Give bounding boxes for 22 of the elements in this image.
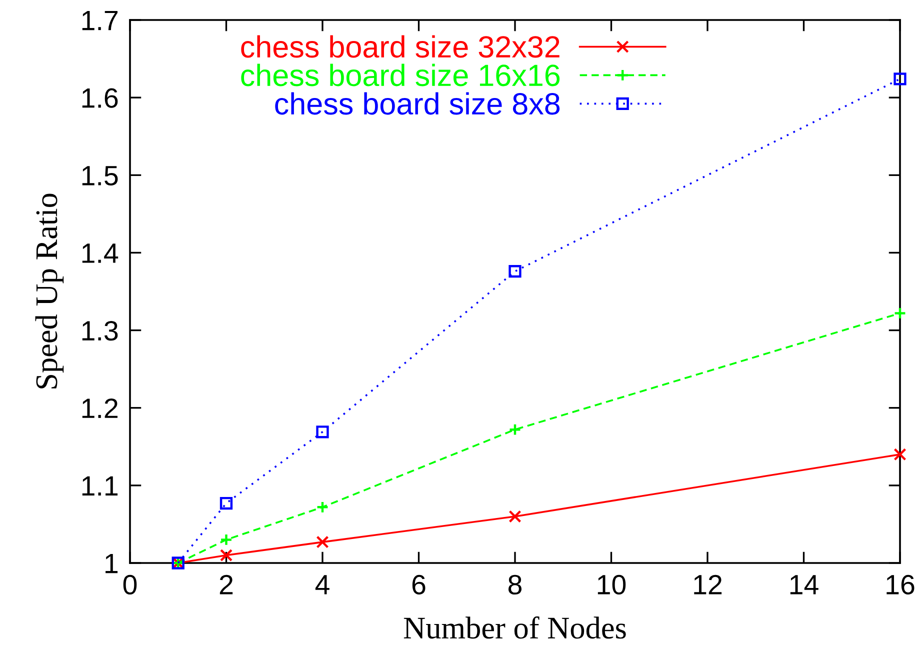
x-tick-label: 14 bbox=[790, 575, 818, 594]
y-tick-label: 1.5 bbox=[82, 166, 118, 186]
x-tick-label: 16 bbox=[886, 574, 914, 595]
y-tick-label: 1.4 bbox=[82, 244, 118, 263]
y-tick-label: 1.7 bbox=[82, 10, 118, 30]
y-tick-label: 1.2 bbox=[82, 398, 118, 418]
x-tick-label: 4 bbox=[315, 575, 330, 594]
y-axis-title: Speed Up Ratio bbox=[35, 194, 64, 388]
y-tick-label: 1.6 bbox=[82, 88, 118, 108]
x-tick-label: 8 bbox=[508, 574, 522, 595]
y-tick-label: 1.1 bbox=[82, 476, 118, 496]
x-tick-label: 12 bbox=[694, 574, 722, 594]
legend-label: chess board size 8x8 bbox=[275, 92, 560, 115]
y-tick-label: 1 bbox=[106, 554, 118, 574]
x-tick-label: 0 bbox=[123, 574, 137, 595]
legend-label: chess board size 32x32 bbox=[241, 35, 560, 58]
x-axis-title: Number of Nodes bbox=[404, 616, 626, 639]
y-tick-label: 1.3 bbox=[82, 320, 118, 341]
x-tick-label: 6 bbox=[412, 574, 426, 595]
legend-label: chess board size 16x16 bbox=[241, 64, 560, 86]
x-tick-label: 10 bbox=[598, 574, 626, 595]
x-tick-label: 2 bbox=[220, 574, 233, 594]
